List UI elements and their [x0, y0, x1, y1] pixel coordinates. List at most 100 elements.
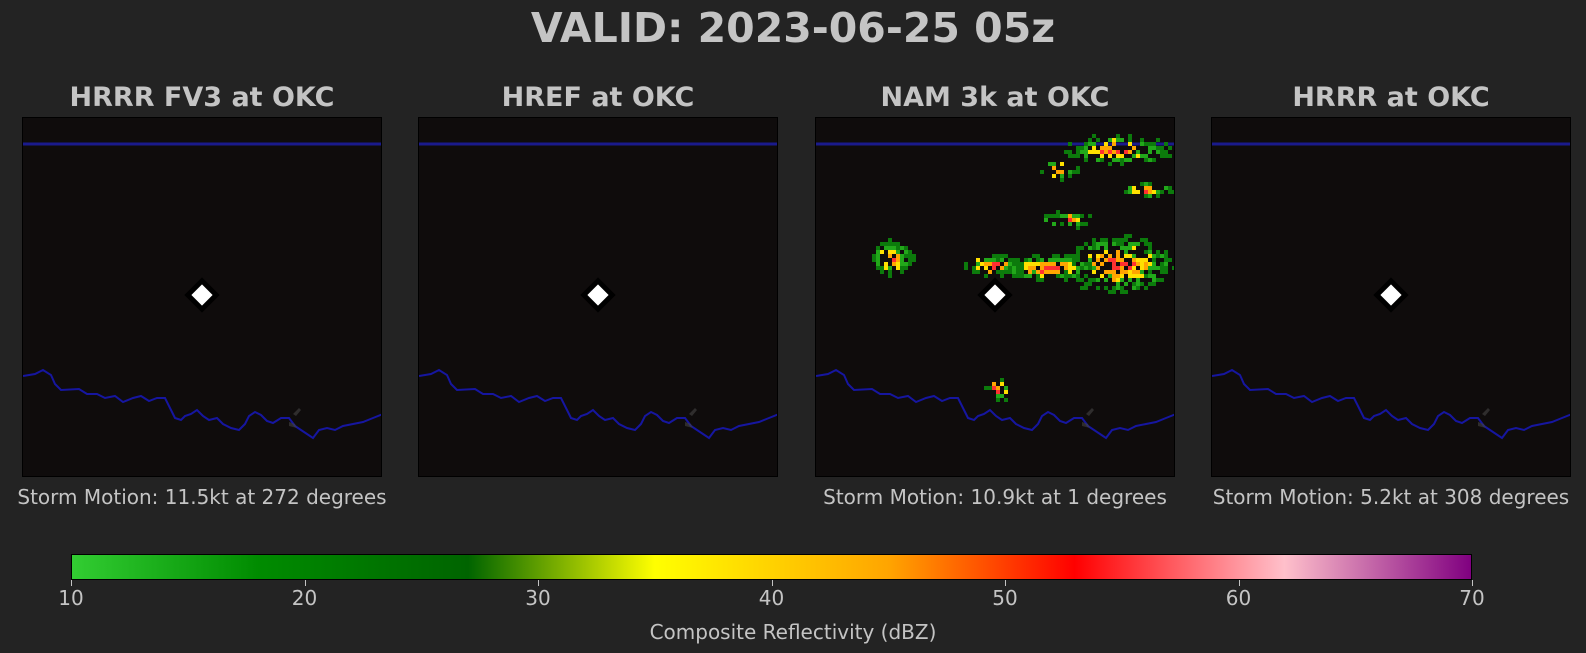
echo-pixel [1088, 142, 1092, 146]
echo-pixel [1136, 154, 1140, 158]
echo-pixel [1000, 378, 1004, 382]
echo-pixel [1104, 270, 1108, 274]
echo-pixel [1128, 138, 1132, 142]
echo-pixel [984, 258, 988, 262]
echo-pixel [1136, 258, 1140, 262]
echo-pixel [1088, 266, 1092, 270]
echo-pixel [1076, 154, 1080, 158]
echo-pixel [900, 246, 904, 250]
echo-pixel [900, 258, 904, 262]
echo-pixel [1152, 274, 1156, 278]
echo-pixel [1076, 266, 1080, 270]
echo-pixel [1112, 266, 1116, 270]
echo-pixel [880, 250, 884, 254]
echo-pixel [1084, 274, 1088, 278]
site-marker-icon [977, 277, 1013, 313]
echo-pixel [1096, 258, 1100, 262]
echo-pixel [1100, 238, 1104, 242]
echo-pixel [1092, 146, 1096, 150]
echo-pixel [1116, 154, 1120, 158]
echo-pixel [972, 266, 976, 270]
echo-pixel [1028, 266, 1032, 270]
panel-title-hrrr: HRRR at OKC [1292, 82, 1490, 113]
echo-pixel [1092, 270, 1096, 274]
echo-pixel [1136, 282, 1140, 286]
echo-pixel [1160, 262, 1164, 266]
colorbar-tick-label: 70 [1459, 586, 1485, 610]
echo-pixel [984, 266, 988, 270]
map-panel-href [418, 117, 778, 477]
echo-pixel [1116, 134, 1120, 138]
echo-pixel [1128, 270, 1132, 274]
echo-pixel [1112, 258, 1116, 262]
echo-pixel [1136, 286, 1140, 290]
echo-pixel [1144, 266, 1148, 270]
echo-pixel [1144, 182, 1148, 186]
echo-pixel [1056, 170, 1060, 174]
echo-pixel [1132, 154, 1136, 158]
echo-pixel [1056, 270, 1060, 274]
echo-pixel [1152, 190, 1156, 194]
echo-pixel [1084, 262, 1088, 266]
echo-pixel [1068, 174, 1072, 178]
colorbar-label: Composite Reflectivity (dBZ) [649, 620, 937, 644]
echo-pixel [1068, 150, 1072, 154]
echo-pixel [1152, 278, 1156, 282]
echo-pixel [884, 242, 888, 246]
echo-pixel [992, 262, 996, 266]
echo-pixel [1096, 150, 1100, 154]
echo-pixel [1104, 142, 1108, 146]
echo-pixel [1128, 186, 1132, 190]
echo-pixel [896, 254, 900, 258]
echo-pixel [996, 254, 1000, 258]
site-marker-icon [580, 277, 616, 313]
echo-pixel [1024, 258, 1028, 262]
echo-pixel [1064, 258, 1068, 262]
echo-pixel [1140, 258, 1144, 262]
echo-pixel [1040, 274, 1044, 278]
echo-pixel [1068, 266, 1072, 270]
echo-pixel [1132, 258, 1136, 262]
echo-pixel [904, 266, 908, 270]
echo-pixel [1116, 274, 1120, 278]
echo-pixel [1128, 142, 1132, 146]
panel-title-href: HREF at OKC [501, 82, 695, 113]
echo-pixel [1160, 266, 1164, 270]
echo-pixel [1096, 278, 1100, 282]
echo-pixel [1080, 214, 1084, 218]
echo-pixel [1076, 250, 1080, 254]
echo-pixel [1168, 186, 1172, 190]
echo-pixel [1104, 238, 1108, 242]
colorbar-tick-label: 40 [758, 586, 785, 610]
echo-pixel [1164, 258, 1168, 262]
echo-pixel [1088, 138, 1092, 142]
echo-pixel [900, 266, 904, 270]
echo-pixel [1076, 278, 1080, 282]
echo-pixel [1048, 162, 1052, 166]
echo-pixel [1096, 266, 1100, 270]
echo-pixel [1152, 254, 1156, 258]
echo-pixel [1036, 262, 1040, 266]
echo-pixel [1012, 274, 1016, 278]
echo-pixel [1108, 150, 1112, 154]
echo-pixel [1140, 138, 1144, 142]
echo-pixel [1112, 274, 1116, 278]
echo-pixel [1080, 266, 1084, 270]
echo-pixel [1156, 266, 1160, 270]
echo-pixel [1100, 158, 1104, 162]
echo-pixel [1004, 254, 1008, 258]
echo-pixel [1108, 290, 1112, 294]
echo-pixel [1132, 242, 1136, 246]
colorbar-tick-mark [1472, 580, 1473, 586]
echo-pixel [1092, 278, 1096, 282]
echo-pixel [1116, 254, 1120, 258]
echo-pixel [1144, 190, 1148, 194]
echo-pixel [1136, 262, 1140, 266]
echo-pixel [1076, 170, 1080, 174]
echo-pixel [1128, 246, 1132, 250]
echo-pixel [1120, 138, 1124, 142]
echo-pixel [996, 394, 1000, 398]
echo-pixel [1168, 154, 1172, 158]
echo-pixel [1152, 258, 1156, 262]
echo-pixel [1076, 270, 1080, 274]
